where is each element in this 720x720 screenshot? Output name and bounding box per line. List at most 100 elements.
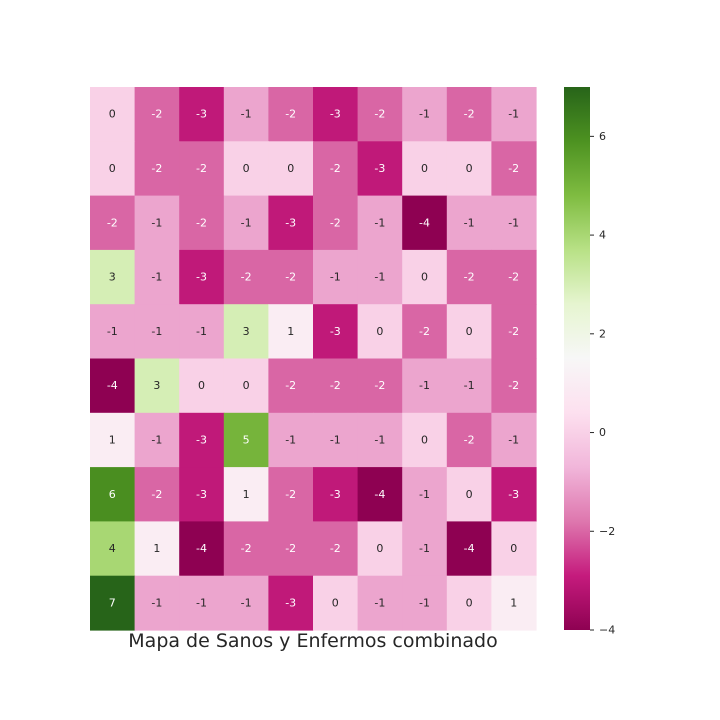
heatmap-cell [402, 575, 448, 631]
heatmap-cell-label: 0 [421, 271, 428, 284]
heatmap-cell [268, 304, 314, 360]
colorbar-tick-label: −2 [599, 525, 615, 538]
heatmap-cell-label: 0 [376, 542, 383, 555]
heatmap-cell [134, 304, 180, 360]
heatmap-cell-label: -3 [196, 108, 207, 121]
heatmap-cell-label: -1 [508, 216, 519, 229]
heatmap-cell-label: 0 [332, 596, 339, 609]
heatmap-cell-label: 1 [153, 542, 160, 555]
colorbar-tick-label: −4 [599, 624, 615, 637]
heatmap-cell-label: -3 [285, 596, 296, 609]
heatmap-cell [90, 358, 136, 414]
heatmap-cell [402, 521, 448, 577]
heatmap-cell [313, 304, 359, 360]
heatmap-cell [268, 87, 314, 142]
heatmap-cell-label: 0 [109, 162, 116, 175]
heatmap-cell [179, 412, 225, 468]
heatmap-cell [313, 412, 359, 468]
heatmap-cell [179, 141, 225, 197]
heatmap-cell-label: 0 [243, 379, 250, 392]
heatmap-cell [402, 412, 448, 468]
heatmap-cell [223, 575, 269, 631]
heatmap-cell [223, 141, 269, 197]
heatmap-cell-label: -1 [374, 271, 385, 284]
heatmap-cell [223, 467, 269, 522]
heatmap-cell [491, 249, 537, 305]
heatmap-cell-label: -1 [508, 108, 519, 121]
heatmap-cell [268, 521, 314, 577]
heatmap-cell-label: -1 [151, 596, 162, 609]
heatmap-cell-label: 0 [109, 108, 116, 121]
heatmap-cell [268, 358, 314, 414]
heatmap-cell-label: -1 [285, 433, 296, 446]
heatmap-cell-label: -2 [196, 216, 207, 229]
heatmap-cell [223, 195, 269, 251]
heatmap-cell [357, 87, 403, 142]
heatmap-cell [90, 87, 136, 142]
heatmap-cell-label: -3 [508, 488, 519, 501]
heatmap-cell [268, 467, 314, 522]
heatmap-cell-label: -2 [508, 271, 519, 284]
heatmap-cell-label: -2 [151, 162, 162, 175]
heatmap-cell-label: -3 [196, 488, 207, 501]
heatmap-cell [491, 195, 537, 251]
heatmap-cell [268, 195, 314, 251]
heatmap-cell [223, 358, 269, 414]
heatmap-cell-label: -2 [330, 379, 341, 392]
heatmap-cell [402, 358, 448, 414]
heatmap-cell [268, 141, 314, 197]
heatmap-cell-label: -1 [107, 325, 118, 338]
heatmap-cell [402, 467, 448, 522]
heatmap-cell-label: -2 [374, 379, 385, 392]
heatmap-cell-label: -2 [285, 271, 296, 284]
heatmap-cell-label: -2 [241, 271, 252, 284]
heatmap-cell [313, 87, 359, 142]
heatmap-cell [134, 87, 180, 142]
heatmap-cell [357, 141, 403, 197]
heatmap-cell-label: -1 [374, 433, 385, 446]
heatmap-cell [357, 304, 403, 360]
heatmap-cell-label: -1 [464, 379, 475, 392]
heatmap-cell-label: -2 [330, 216, 341, 229]
heatmap-cell-label: -3 [196, 433, 207, 446]
heatmap-cell-label: -2 [508, 379, 519, 392]
heatmap-cell [402, 249, 448, 305]
heatmap-cell [491, 575, 537, 631]
heatmap-cell-label: 1 [287, 325, 294, 338]
heatmap-cell-label: -2 [241, 542, 252, 555]
heatmap-cell [446, 467, 492, 522]
heatmap-cell-label: 0 [421, 162, 428, 175]
heatmap-cell-label: -2 [196, 162, 207, 175]
heatmap-cell-label: -2 [285, 542, 296, 555]
heatmap-cell [179, 195, 225, 251]
heatmap-cell-label: -2 [151, 488, 162, 501]
heatmap-cell [134, 467, 180, 522]
heatmap-cell-label: 3 [153, 379, 160, 392]
heatmap-cell-label: -2 [374, 108, 385, 121]
heatmap-cell-label: -2 [419, 325, 430, 338]
heatmap-cell [179, 87, 225, 142]
heatmap-cell [179, 358, 225, 414]
heatmap-cell-label: -1 [330, 433, 341, 446]
heatmap-cell-label: 1 [510, 596, 517, 609]
heatmap-annotations: 0 -2 -3 -1 -2 -3 -2 -1 -2 -1 0 -2 -2 0 0 -2 -3 0 0 -2 -2 -1 -2… [107, 108, 519, 610]
heatmap-cell [491, 87, 537, 142]
heatmap-cell-label: -1 [196, 596, 207, 609]
heatmap-cell-label: -2 [464, 108, 475, 121]
heatmap-cell-label: -2 [464, 433, 475, 446]
heatmap-cell-label: -1 [151, 433, 162, 446]
heatmap-cell [268, 575, 314, 631]
heatmap-cell-label: -1 [330, 271, 341, 284]
heatmap-cell-label: -3 [330, 325, 341, 338]
heatmap-cell [90, 195, 136, 251]
heatmap-cell-label: -1 [374, 216, 385, 229]
heatmap-cell-label: 0 [198, 379, 205, 392]
heatmap-cell [313, 521, 359, 577]
heatmap-cell-label: -1 [419, 488, 430, 501]
heatmap-cell [357, 575, 403, 631]
heatmap-cell-label: -1 [419, 379, 430, 392]
heatmap-cell-label: -1 [419, 108, 430, 121]
heatmap-cell [90, 575, 136, 631]
heatmap-cell [357, 412, 403, 468]
colorbar-tick-label: 4 [599, 229, 606, 242]
